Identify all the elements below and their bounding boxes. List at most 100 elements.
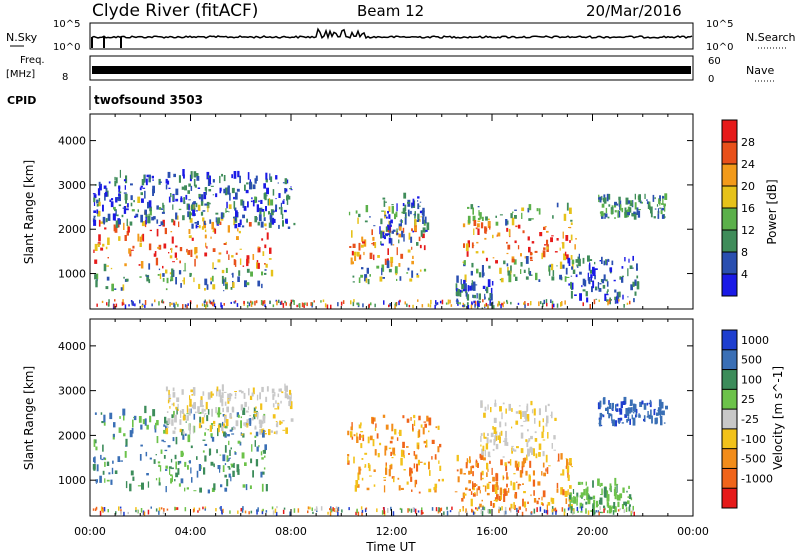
data-cell xyxy=(572,509,575,513)
data-cell xyxy=(413,414,416,419)
data-cell xyxy=(166,180,170,185)
data-cell xyxy=(176,397,180,402)
data-cell xyxy=(132,419,134,428)
data-cell xyxy=(186,413,190,415)
data-cell xyxy=(565,458,568,460)
data-cell xyxy=(155,478,158,481)
data-cell xyxy=(499,267,502,274)
data-cell xyxy=(598,511,600,516)
data-cell xyxy=(407,508,409,513)
data-cell xyxy=(230,464,233,468)
data-cell xyxy=(219,454,222,456)
data-cell xyxy=(510,265,512,273)
data-cell xyxy=(175,472,179,478)
data-cell xyxy=(629,300,631,305)
data-cell xyxy=(231,427,234,431)
data-cell xyxy=(256,262,259,269)
data-cell xyxy=(243,300,245,304)
data-cell xyxy=(541,252,543,260)
data-cell xyxy=(619,204,622,211)
data-cell xyxy=(274,508,277,514)
data-cell xyxy=(351,230,353,238)
data-cell xyxy=(215,407,217,414)
data-cell xyxy=(204,203,208,206)
data-cell xyxy=(364,508,367,513)
data-cell xyxy=(157,247,161,249)
data-cell xyxy=(219,187,222,192)
data-cell xyxy=(531,241,535,244)
data-cell xyxy=(103,422,106,426)
data-cell xyxy=(396,228,398,236)
data-cell xyxy=(447,299,450,305)
data-cell xyxy=(174,427,177,430)
data-cell xyxy=(293,508,296,513)
data-cell xyxy=(223,188,226,194)
data-cell xyxy=(398,233,401,238)
data-cell xyxy=(277,182,279,184)
data-cell xyxy=(183,413,185,416)
data-cell xyxy=(192,209,195,216)
data-cell xyxy=(250,271,253,277)
data-cell xyxy=(260,423,263,427)
data-cell xyxy=(471,465,475,469)
data-cell xyxy=(601,195,603,201)
data-cell xyxy=(462,304,464,307)
data-cell xyxy=(597,403,601,410)
data-cell xyxy=(262,251,265,256)
data-cell xyxy=(268,258,272,260)
data-cell xyxy=(649,399,652,405)
data-cell xyxy=(389,224,392,227)
data-cell xyxy=(360,422,362,426)
data-cell xyxy=(222,407,224,413)
data-cell xyxy=(518,410,522,415)
data-cell xyxy=(560,302,562,307)
data-cell xyxy=(171,475,173,482)
data-cell xyxy=(241,507,244,513)
data-cell xyxy=(500,459,503,466)
data-cell xyxy=(571,266,573,270)
data-cell xyxy=(597,478,600,486)
data-cell xyxy=(533,498,537,503)
data-cell xyxy=(249,181,252,190)
data-cell xyxy=(268,198,271,206)
data-cell xyxy=(582,302,584,307)
data-cell xyxy=(498,495,501,501)
data-cell xyxy=(357,217,359,224)
data-cell xyxy=(131,249,134,251)
data-cell xyxy=(399,429,402,436)
data-cell xyxy=(213,227,216,233)
data-cell xyxy=(195,173,199,177)
data-cell xyxy=(159,465,162,472)
data-cell xyxy=(632,505,634,511)
freq-trace xyxy=(92,66,691,74)
data-cell xyxy=(234,207,237,211)
data-cell xyxy=(163,508,165,512)
data-cell xyxy=(615,483,619,485)
data-cell xyxy=(246,268,250,273)
data-cell xyxy=(103,222,105,225)
data-cell xyxy=(465,508,467,513)
data-cell xyxy=(394,304,396,309)
data-cell xyxy=(231,273,233,275)
data-cell xyxy=(611,408,613,411)
data-cell xyxy=(488,265,491,269)
data-cell xyxy=(471,242,474,249)
data-cell xyxy=(213,463,215,468)
data-cell xyxy=(485,302,488,307)
data-cell xyxy=(591,286,593,293)
data-cell xyxy=(565,465,568,469)
data-cell xyxy=(144,190,146,199)
data-cell xyxy=(498,506,500,511)
data-cell xyxy=(474,484,478,486)
data-cell xyxy=(357,472,360,481)
data-cell xyxy=(474,511,476,515)
data-cell xyxy=(477,228,480,235)
data-cell xyxy=(238,389,242,393)
data-cell xyxy=(534,438,538,442)
data-cell xyxy=(511,445,514,448)
data-cell xyxy=(530,511,533,514)
data-cell xyxy=(564,251,567,256)
data-cell xyxy=(216,386,219,392)
data-cell xyxy=(369,274,371,277)
